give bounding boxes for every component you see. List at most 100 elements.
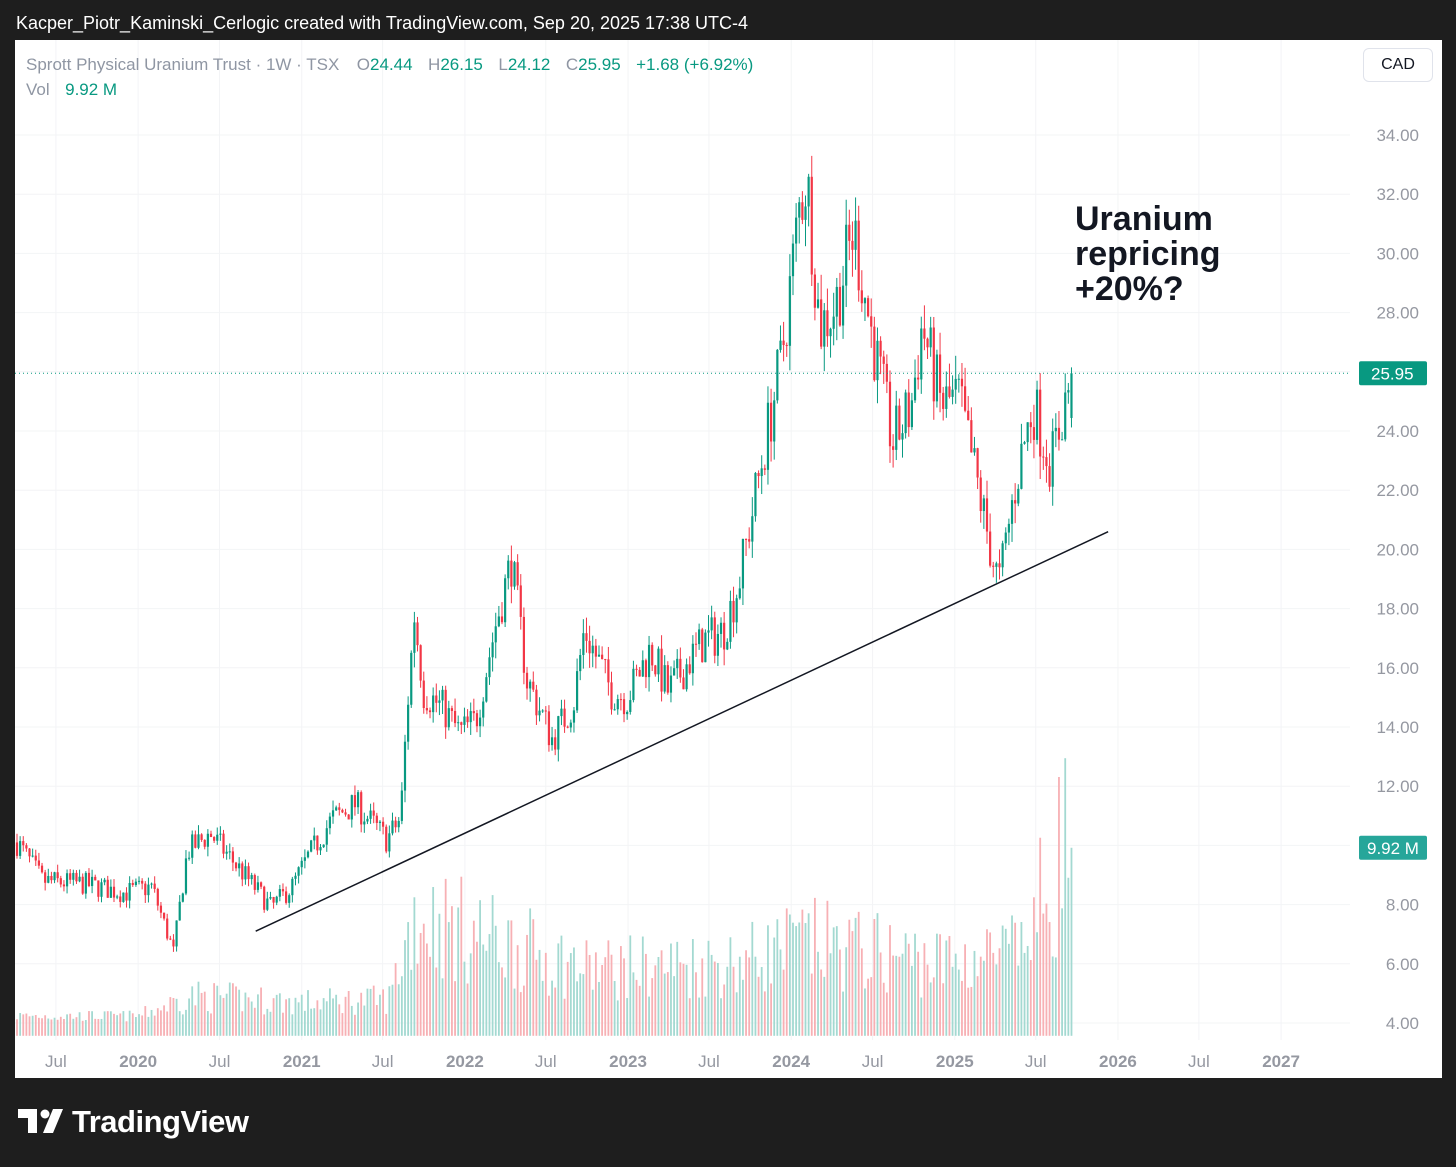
volume-bar xyxy=(967,987,970,1036)
candle-body xyxy=(591,645,594,654)
volume-bar xyxy=(745,950,747,1036)
volume-bar xyxy=(554,987,557,1036)
candle-body xyxy=(247,866,250,880)
candle-body xyxy=(284,891,288,903)
candle-body xyxy=(475,713,479,727)
candle-body xyxy=(272,897,275,903)
volume-bar xyxy=(945,940,948,1036)
candle-body xyxy=(1023,442,1026,444)
close-value: 25.95 xyxy=(578,55,621,74)
legend-ohlc: Sprott Physical Uranium Trust · 1W · TSX… xyxy=(26,55,753,75)
x-tick-label: Jul xyxy=(1188,1052,1210,1071)
candle-body xyxy=(1042,456,1045,458)
volume-bar xyxy=(75,1017,78,1036)
candle-body xyxy=(901,433,904,440)
candle-body xyxy=(729,600,732,642)
candle-body xyxy=(832,316,835,329)
change-value: +1.68 (+6.92%) xyxy=(636,55,754,74)
candle-body xyxy=(647,644,651,678)
volume-bar xyxy=(914,933,916,1036)
volume-bar xyxy=(56,1019,59,1036)
candle-body xyxy=(447,708,450,728)
volume-bar xyxy=(31,1015,34,1036)
candle-body xyxy=(985,498,989,532)
volume-bar xyxy=(1026,945,1029,1036)
volume-bar xyxy=(166,1011,169,1036)
volume-bar xyxy=(898,956,901,1036)
volume-bar xyxy=(619,946,622,1036)
volume-bar xyxy=(28,1016,31,1036)
volume-bar xyxy=(59,1016,62,1036)
candle-body xyxy=(563,708,566,727)
candle-body xyxy=(982,498,985,512)
volume-bar xyxy=(1020,922,1023,1036)
time-axis: Jul 2020 Jul 2021 Jul 2022 Jul 2023 Jul 2024 Jul 20… xyxy=(45,1052,1300,1071)
candle-body xyxy=(1064,392,1067,440)
volume-bar xyxy=(535,959,538,1036)
candle-body xyxy=(463,716,466,725)
candle-body xyxy=(94,876,97,881)
volume-bar xyxy=(178,1011,181,1036)
candle-body xyxy=(923,328,926,339)
candle-body xyxy=(1048,466,1051,487)
candle-body xyxy=(134,881,138,885)
price-chart[interactable]: 34.0032.0030.0028.0026.0024.0022.0020.00… xyxy=(15,40,1442,1078)
candle-body xyxy=(588,640,591,654)
candle-body xyxy=(763,468,766,470)
candle-body xyxy=(306,851,310,858)
volume-bar xyxy=(463,961,466,1036)
volume-bar xyxy=(917,951,920,1036)
candle-body xyxy=(87,872,91,887)
annotation-line-1: Uranium xyxy=(1075,200,1213,238)
volume-bar xyxy=(676,941,679,1036)
candle-body xyxy=(569,722,572,728)
volume-bar xyxy=(451,906,453,1036)
candle-body xyxy=(194,834,197,848)
volume-bar xyxy=(369,988,372,1036)
volume-bar xyxy=(156,1008,159,1036)
volume-bar xyxy=(651,978,654,1036)
x-tick-label: Jul xyxy=(698,1052,720,1071)
volume-bar xyxy=(601,965,604,1036)
candle-body xyxy=(313,835,316,841)
legend-symbol[interactable]: Sprott Physical Uranium Trust · 1W · TSX xyxy=(26,55,340,74)
candle-body xyxy=(685,664,688,690)
volume-bar xyxy=(923,943,926,1036)
volume-bar xyxy=(716,962,719,1036)
candle-body xyxy=(391,820,394,834)
volume-bar xyxy=(1011,915,1013,1036)
candle-body xyxy=(400,790,403,821)
candle-body xyxy=(319,847,322,851)
candle-body xyxy=(769,402,773,442)
chart-panel[interactable]: 34.0032.0030.0028.0026.0024.0022.0020.00… xyxy=(15,40,1442,1078)
volume-bar xyxy=(685,964,688,1036)
volume-bar xyxy=(366,988,369,1036)
volume-bar xyxy=(444,878,447,1036)
volume-bar xyxy=(244,992,247,1036)
candle-body xyxy=(876,340,879,381)
volume-bar xyxy=(360,992,363,1036)
volume-bar xyxy=(763,991,766,1036)
candle-body xyxy=(820,299,823,347)
candle-body xyxy=(754,473,757,517)
volume-label: Vol xyxy=(26,80,50,99)
candle-body xyxy=(460,722,463,725)
volume-bar xyxy=(926,964,929,1036)
y-tick-label: 8.00 xyxy=(1386,896,1419,915)
volume-bar xyxy=(864,988,866,1036)
candle-body xyxy=(378,821,382,823)
volume-bar xyxy=(519,992,522,1036)
legend-volume: Vol 9.92 M xyxy=(26,80,117,100)
candle-body xyxy=(428,710,432,713)
volume-bar xyxy=(1033,897,1035,1036)
volume-bar xyxy=(976,976,979,1036)
currency-button[interactable]: CAD xyxy=(1363,48,1433,82)
candle-body xyxy=(973,448,976,453)
candle-body xyxy=(920,328,923,380)
tradingview-logo[interactable]: TradingView xyxy=(18,1104,249,1140)
volume-bar xyxy=(801,909,804,1036)
candle-body xyxy=(162,912,166,919)
candle-body xyxy=(1001,543,1004,568)
candle-body xyxy=(654,665,657,675)
x-tick-label: Jul xyxy=(209,1052,231,1071)
